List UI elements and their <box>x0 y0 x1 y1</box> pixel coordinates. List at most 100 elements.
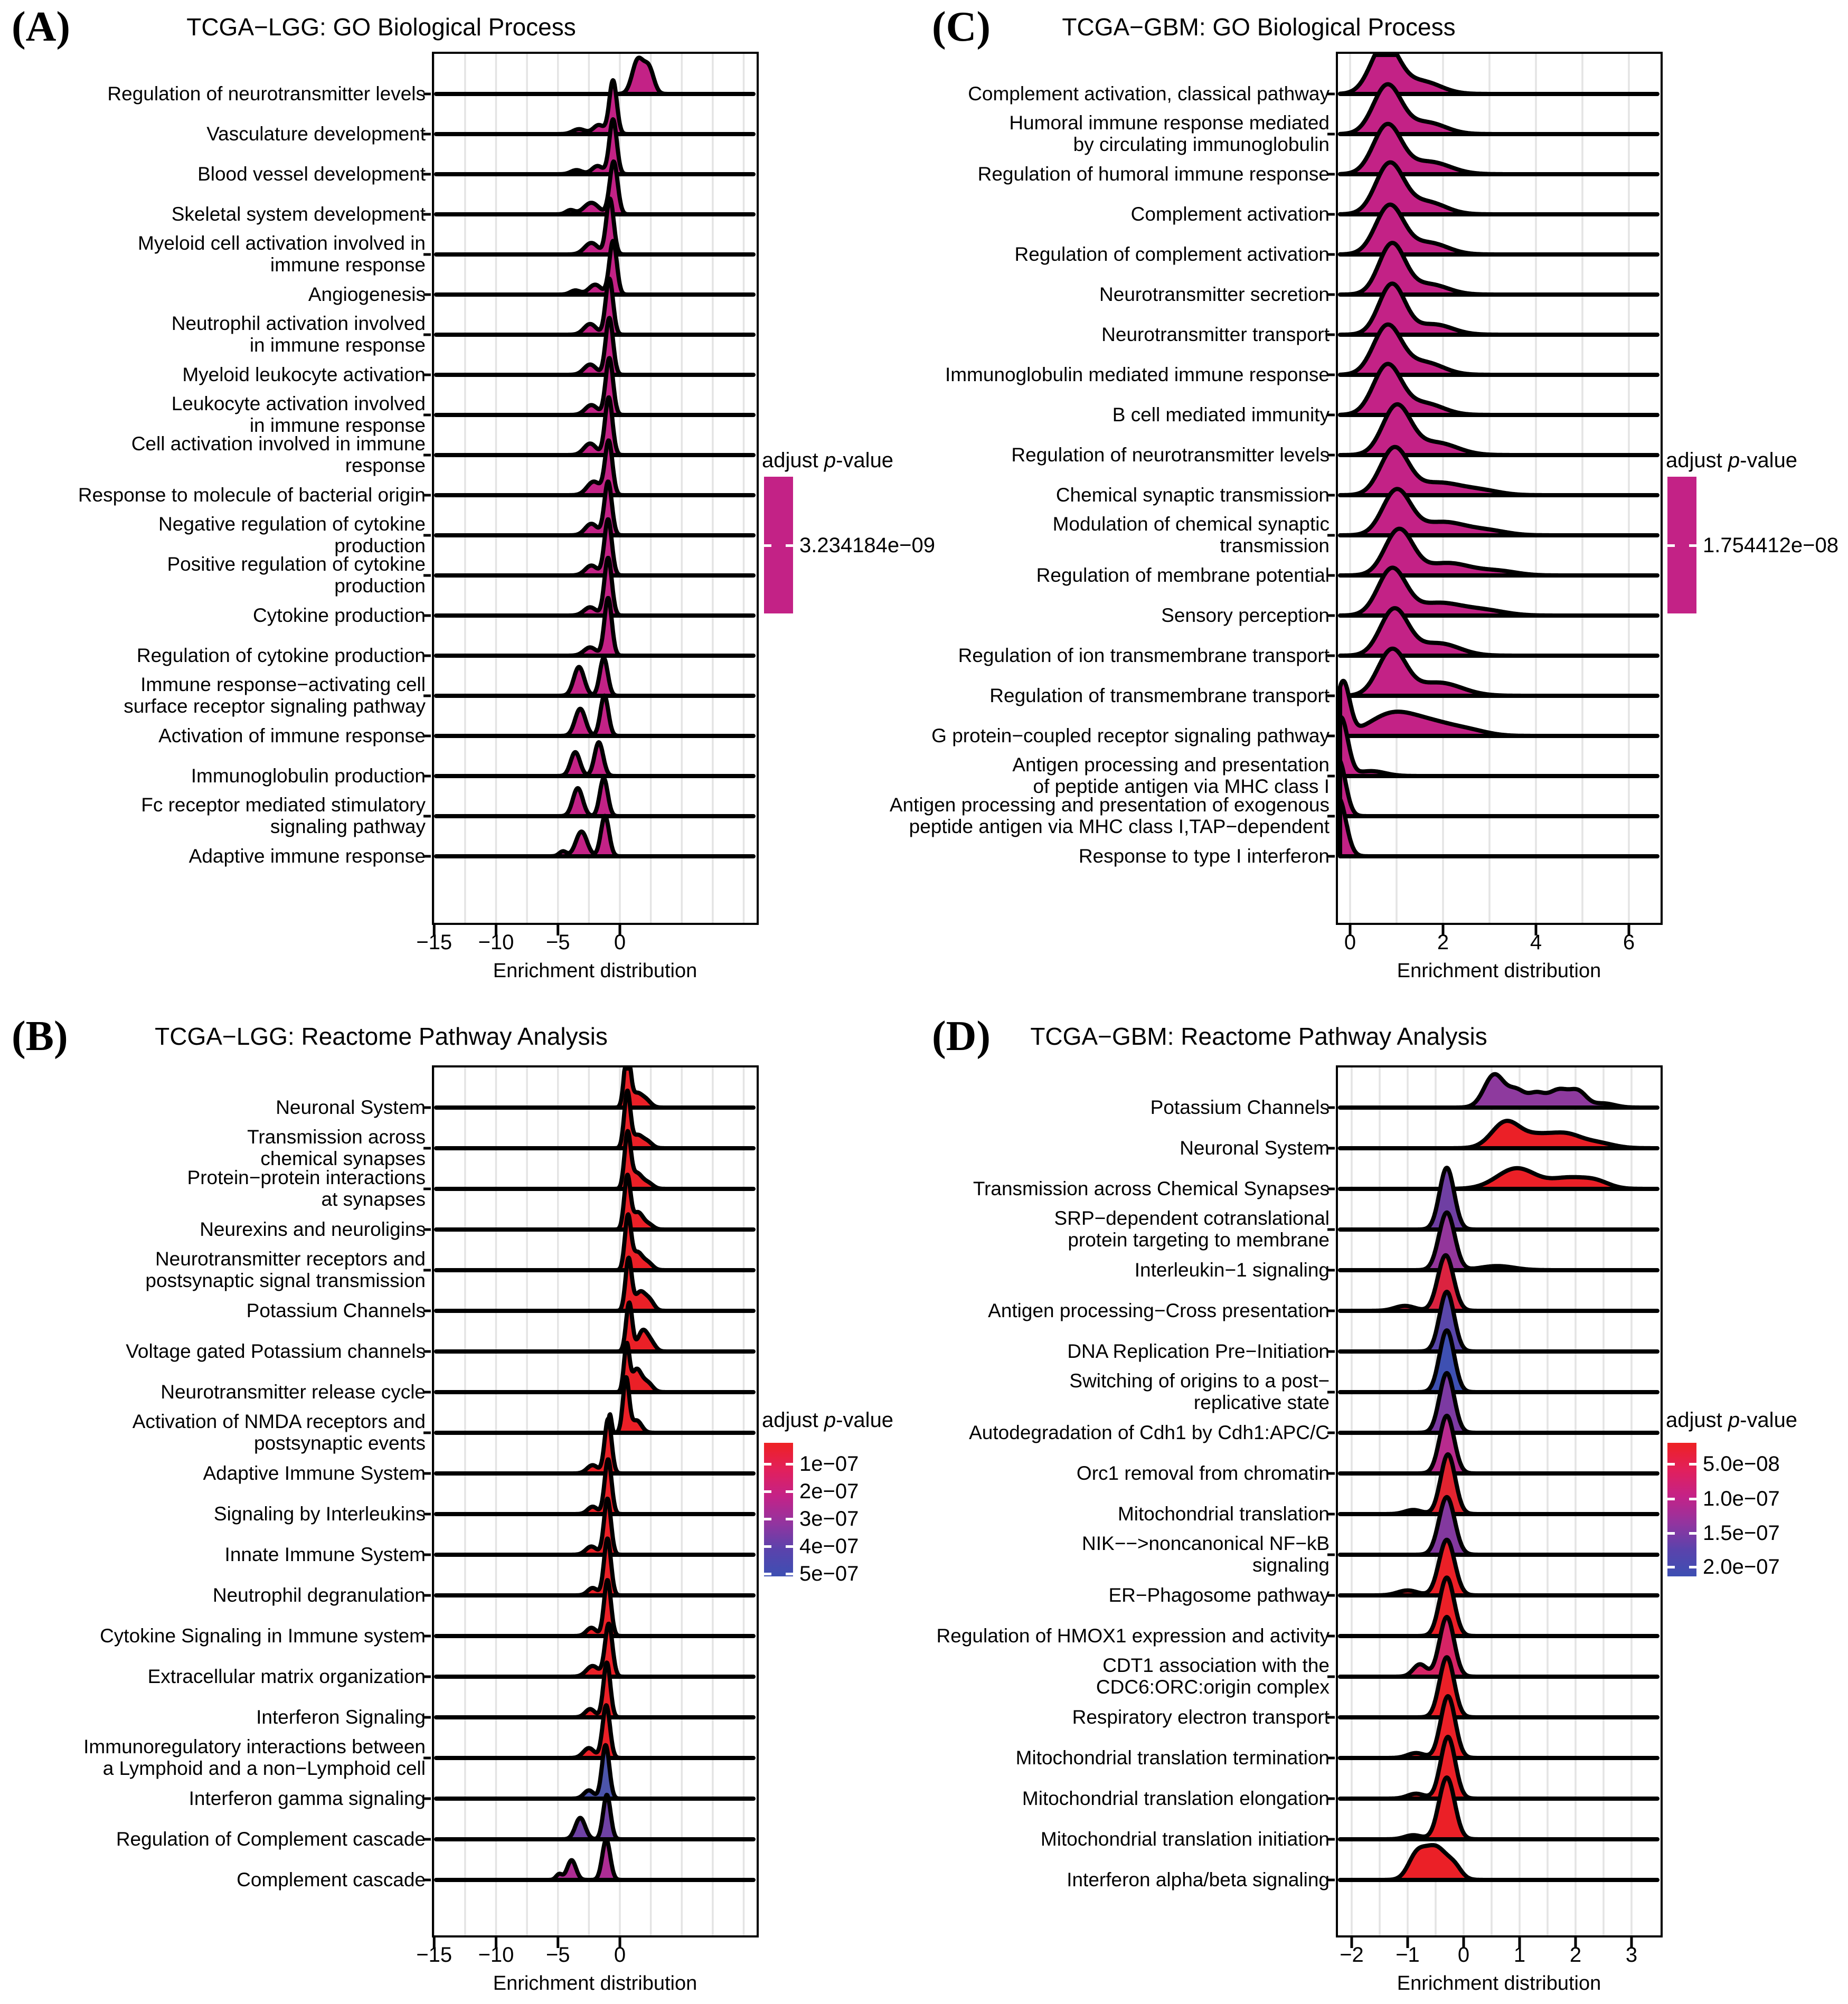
y-axis-label-line: Response to type I interferon <box>1078 845 1330 867</box>
panel-title-c: TCGA−GBM: GO Biological Process <box>1062 13 1456 41</box>
y-axis-label: Interferon gamma signaling <box>0 1788 426 1809</box>
ridge-A-18 <box>434 740 756 778</box>
panel-letter-b: (B) <box>12 1013 68 1060</box>
y-axis-label-line: Myeloid cell activation involved in <box>138 232 426 254</box>
y-axis-label-line: a Lymphoid and a non−Lymphoid cell <box>102 1757 426 1779</box>
ridge-A-1 <box>434 55 756 96</box>
plot-frame-D <box>1336 1065 1663 1937</box>
ridge-A-20 <box>434 814 756 858</box>
y-axis-label-line: Neutrophil degranulation <box>212 1584 426 1606</box>
y-axis-label-line: SRP−dependent cotranslational <box>1054 1207 1330 1229</box>
y-axis-label-line: Immunoglobulin production <box>191 764 426 787</box>
y-axis-label-line: chemical synapses <box>260 1148 426 1169</box>
y-axis-label: ER−Phagosome pathway <box>854 1584 1330 1606</box>
y-axis-label: Immunoregulatory interactions between a L… <box>0 1736 426 1779</box>
y-axis-label-line: Regulation of HMOX1 expression and activ… <box>936 1624 1330 1647</box>
y-axis-label: Neutrophil activation involved in immune … <box>0 313 426 356</box>
panel-letter-d: (D) <box>932 1013 991 1060</box>
plot-frame-A <box>432 52 759 925</box>
y-axis-label: SRP−dependent cotranslational protein tar… <box>854 1207 1330 1251</box>
y-axis-label-line: immune response <box>270 254 426 276</box>
ridge-C-16 <box>1338 646 1660 698</box>
x-tick-label: −15 <box>416 1943 452 1967</box>
ridge-D-12 <box>1338 1495 1660 1557</box>
legend-value: 2e−07 <box>799 1480 859 1504</box>
y-axis-label: Neuronal System <box>854 1137 1330 1159</box>
ridge-C-2 <box>1338 82 1660 136</box>
ridge-A-11 <box>434 438 756 497</box>
ridge-A-13 <box>434 517 756 578</box>
legend-tick-mark <box>764 544 771 547</box>
y-axis-label-line: signaling <box>1252 1554 1330 1576</box>
y-axis-label-line: Chemical synaptic transmission <box>1055 484 1330 506</box>
legend-tick-mark <box>764 1463 771 1466</box>
y-axis-label-line: Orc1 removal from chromatin <box>1076 1462 1330 1484</box>
ridge-B-9 <box>434 1375 756 1435</box>
y-axis-label: CDT1 association with the CDC6:ORC:origin… <box>854 1655 1330 1698</box>
y-axis-label: Adaptive Immune System <box>0 1462 426 1484</box>
y-axis-label-line: Complement activation <box>1130 203 1330 225</box>
ridge-C-7 <box>1338 281 1660 337</box>
plot-area-D <box>1337 1066 1662 1936</box>
legend-tick-mark <box>1667 544 1675 547</box>
y-axis-label: G protein−coupled receptor signaling pat… <box>854 725 1330 746</box>
ridge-A-15 <box>434 595 756 658</box>
y-axis-label-line: CDC6:ORC:origin complex <box>1096 1676 1330 1698</box>
ridge-B-16 <box>434 1660 756 1719</box>
legend-value: 1e−07 <box>799 1452 859 1476</box>
y-axis-label: Positive regulation of cytokine productio… <box>0 553 426 597</box>
legend-value: 1.0e−07 <box>1703 1487 1780 1511</box>
y-axis-label-line: Switching of origins to a post− <box>1069 1370 1330 1392</box>
legend-tick-mark <box>786 1572 793 1575</box>
y-axis-label-line: Antigen processing−Cross presentation <box>988 1299 1330 1321</box>
legend-value: 3.234184e−09 <box>799 533 935 557</box>
y-axis-label-line: Humoral immune response mediated <box>1009 112 1330 134</box>
y-axis-label-line: Autodegradation of Cdh1 by Cdh1:APC/C <box>969 1421 1330 1443</box>
x-tick-label: −5 <box>545 1943 570 1967</box>
y-axis-label: Neurotransmitter release cycle <box>0 1381 426 1403</box>
ridge-B-15 <box>434 1621 756 1679</box>
y-axis-label: DNA Replication Pre−Initiation <box>854 1340 1330 1362</box>
ridge-D-2 <box>1338 1119 1660 1150</box>
y-axis-label: Regulation of neurotransmitter levels <box>0 83 426 105</box>
y-axis-label-line: Neurotransmitter release cycle <box>161 1381 426 1403</box>
ridge-C-4 <box>1338 160 1660 216</box>
x-tick-label: −10 <box>478 1943 514 1967</box>
y-axis-label-line: CDT1 association with the <box>1102 1655 1330 1676</box>
x-axis-title-c: Enrichment distribution <box>1397 960 1601 982</box>
ridge-D-11 <box>1338 1452 1660 1516</box>
y-axis-label-line: Neutrophil activation involved <box>171 313 426 334</box>
ridge-D-18 <box>1338 1735 1660 1801</box>
legend-tick-mark <box>764 1518 771 1521</box>
y-axis-label: Immunoglobulin production <box>0 765 426 787</box>
y-axis-label-line: Neuronal System <box>1180 1137 1330 1159</box>
y-axis-label-line: Voltage gated Potassium channels <box>126 1340 426 1362</box>
legend-title-b: adjust p-value <box>762 1409 894 1432</box>
legend-value: 5.0e−08 <box>1703 1452 1780 1476</box>
y-axis-label-line: Regulation of cytokine production <box>136 644 426 666</box>
legend-tick-mark <box>1689 1566 1696 1569</box>
y-axis-label-line: Protein−protein interactions <box>187 1167 426 1188</box>
y-axis-label: Response to molecule of bacterial origin <box>0 484 426 506</box>
y-axis-label: Sensory perception <box>854 604 1330 626</box>
ridge-C-9 <box>1338 362 1660 417</box>
y-axis-label-line: at synapses <box>321 1188 426 1210</box>
ridge-D-20 <box>1338 1843 1660 1882</box>
y-axis-label-line: Interferon alpha/beta signaling <box>1067 1868 1330 1890</box>
y-axis-label: Chemical synaptic transmission <box>854 484 1330 506</box>
x-axis-title-a: Enrichment distribution <box>493 960 697 982</box>
y-axis-label-line: Potassium Channels <box>1150 1096 1330 1118</box>
legend-tick-mark <box>1667 1566 1675 1569</box>
y-axis-label: Immune response−activating cell surface r… <box>0 674 426 717</box>
legend-value: 1.754412e−08 <box>1703 533 1838 557</box>
ridge-B-12 <box>434 1496 756 1557</box>
plot-frame-C <box>1336 52 1663 925</box>
y-axis-label: Respiratory electron transport <box>854 1706 1330 1728</box>
ridge-D-9 <box>1338 1371 1660 1435</box>
ridge-A-12 <box>434 479 756 537</box>
x-axis-title-b: Enrichment distribution <box>493 1972 697 1994</box>
y-axis-label: Regulation of cytokine production <box>0 645 426 666</box>
ridge-A-10 <box>434 395 756 457</box>
ridge-C-17 <box>1338 678 1660 738</box>
ridge-A-4 <box>434 159 756 216</box>
